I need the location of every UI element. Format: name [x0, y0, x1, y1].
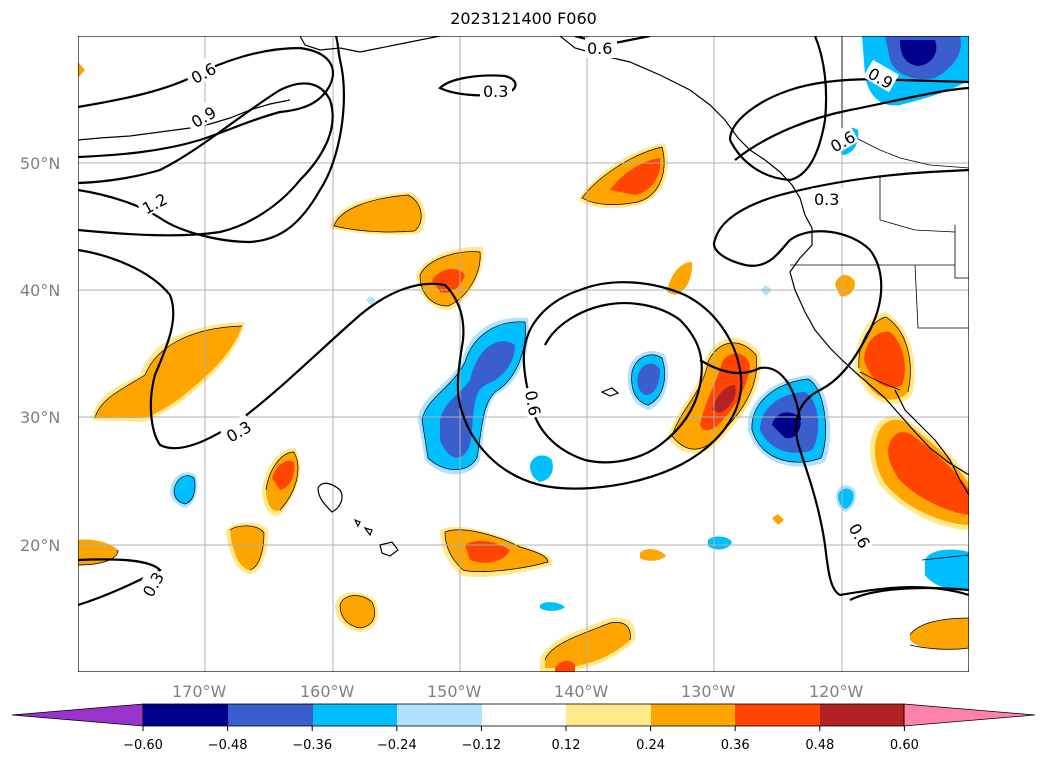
colorbar-tick-label: 0.48: [805, 738, 834, 753]
lat-label-40n: 40°N: [20, 281, 60, 300]
colorbar-segment: [397, 704, 482, 726]
longitude-labels: 170°W 160°W 150°W 140°W 130°W 120°W: [172, 682, 864, 701]
contour-label: 0.3: [814, 190, 839, 209]
colorbar: −0.60 −0.48 −0.36 −0.24 −0.12 0.12 0.24 0.36 0.4…: [11, 703, 1036, 753]
lat-label-50n: 50°N: [20, 154, 60, 173]
colorbar-tick-label: −0.60: [123, 738, 163, 753]
lon-label-170w: 170°W: [172, 682, 227, 701]
contour-label: 0.6: [587, 39, 612, 58]
lon-label-150w: 150°W: [427, 682, 482, 701]
colorbar-tick-label: 0.60: [890, 738, 919, 753]
anomaly-blue-30n-150w: [418, 317, 529, 475]
coastlines: [78, 36, 969, 557]
lat-label-30n: 30°N: [20, 408, 60, 427]
colorbar-segment: [566, 704, 651, 726]
colorbar-tick-label: 0.12: [552, 738, 581, 753]
latitude-labels: 50°N 40°N 30°N 20°N: [20, 154, 60, 555]
plot-title: 2023121400 F060: [450, 9, 597, 28]
gridlines: [78, 36, 969, 672]
contour-label-group: 0.6 0.9 1.2 0.3 0.6 0.3 0.6 0.3 0.6 0.9 …: [134, 38, 899, 602]
colorbar-tick-label: −0.48: [208, 738, 248, 753]
contour-lines: [78, 36, 969, 607]
colorbar-extend-min: [11, 703, 144, 727]
colorbar-segment: [482, 704, 566, 726]
anomaly-blue-se: [925, 549, 969, 591]
colorbar-segment: [735, 704, 820, 726]
colorbar-extend-max: [903, 703, 1036, 727]
colorbar-tick-label: −0.36: [292, 738, 332, 753]
lon-label-130w: 130°W: [681, 682, 736, 701]
colorbar-segment: [313, 704, 397, 726]
colorbar-tick-label: 0.24: [636, 738, 665, 753]
colorbar-tick-label: 0.36: [721, 738, 750, 753]
lon-label-160w: 160°W: [300, 682, 355, 701]
contour-label: 0.6: [521, 389, 544, 417]
anomaly-fills: [78, 36, 969, 672]
colorbar-segment: [651, 704, 735, 726]
contour-label: 0.3: [483, 82, 508, 101]
anomaly-orange-coast: [854, 312, 915, 405]
colorbar-segment: [820, 704, 904, 726]
map-area: 0.6 0.9 1.2 0.3 0.6 0.3 0.6 0.3 0.6 0.9 …: [78, 36, 969, 672]
lat-label-20n: 20°N: [20, 536, 60, 555]
anomaly-orange-se: [870, 415, 969, 530]
colorbar-tick-label: −0.12: [461, 738, 501, 753]
colorbar-segment: [228, 704, 313, 726]
colorbar-tick-label: −0.24: [377, 738, 417, 753]
colorbar-segment: [143, 704, 228, 726]
lon-label-120w: 120°W: [809, 682, 864, 701]
lon-label-140w: 140°W: [554, 682, 609, 701]
